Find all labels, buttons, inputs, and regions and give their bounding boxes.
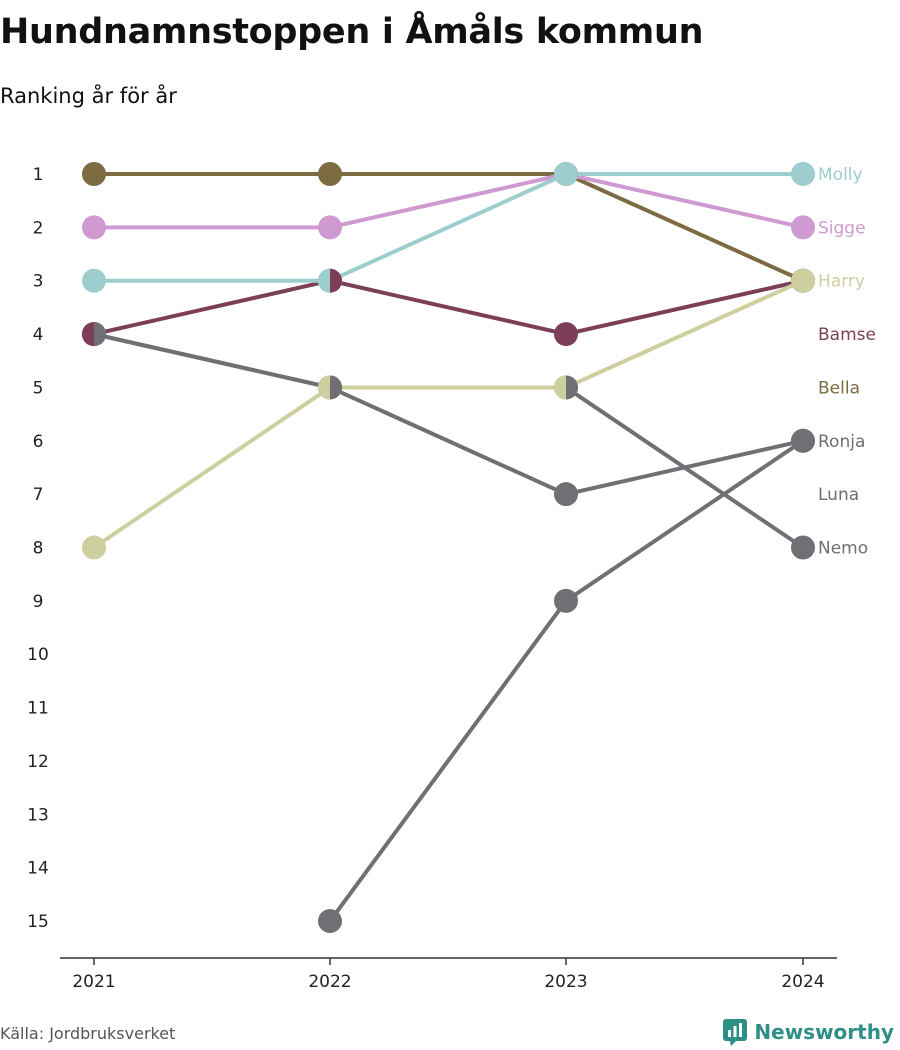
- y-tick-label: 7: [33, 485, 44, 505]
- data-point-ronja: [791, 428, 815, 453]
- data-point-luna: [318, 909, 342, 934]
- data-point-sigge: [318, 215, 342, 240]
- data-point-harry: [82, 535, 106, 560]
- data-point-bamse: [554, 322, 578, 347]
- data-point-ronja: [554, 482, 578, 507]
- series-line-bella: [92, 172, 805, 283]
- split-point-left: [318, 375, 330, 400]
- split-point-left: [82, 322, 94, 347]
- x-tick-label: 2023: [544, 972, 587, 992]
- y-tick-label: 12: [27, 752, 49, 772]
- series-line-bamse: [92, 278, 805, 337]
- x-tick-label: 2024: [781, 972, 824, 992]
- y-tick-label: 5: [33, 378, 44, 398]
- y-tick-label: 15: [27, 912, 49, 932]
- y-tick-label: 9: [33, 592, 44, 612]
- split-point-right: [330, 375, 342, 400]
- y-tick-label: 6: [33, 432, 44, 452]
- x-tick-label: 2022: [308, 972, 351, 992]
- split-point-right: [330, 268, 342, 293]
- y-tick-label: 10: [27, 645, 49, 665]
- series-label-nemo: Nemo: [818, 539, 868, 559]
- newsworthy-logo-icon: [723, 1019, 748, 1046]
- series-line-harry: [92, 278, 805, 550]
- newsworthy-brand[interactable]: Newsworthy: [722, 1018, 894, 1046]
- data-point-nemo: [791, 535, 815, 560]
- series-line-luna: [328, 438, 805, 924]
- series-line-ronja: [92, 332, 805, 497]
- y-tick-label: 4: [33, 325, 44, 345]
- chart-subtitle: Ranking år för år: [0, 84, 177, 108]
- y-tick-label: 11: [27, 699, 49, 719]
- data-point-bella: [82, 162, 106, 186]
- y-tick-label: 3: [33, 272, 44, 292]
- x-tick-label: 2021: [72, 972, 115, 992]
- data-point-harry: [791, 268, 815, 293]
- series-line-molly: [92, 172, 805, 283]
- y-tick-label: 13: [27, 805, 49, 825]
- y-tick-label: 2: [33, 218, 44, 238]
- series-label-molly: Molly: [818, 165, 863, 185]
- split-point-left: [318, 268, 330, 293]
- brand-name: Newsworthy: [754, 1020, 894, 1044]
- series-label-harry: Harry: [818, 272, 865, 292]
- data-point-luna: [554, 588, 578, 613]
- series-label-bamse: Bamse: [818, 325, 876, 345]
- data-point-molly: [554, 162, 578, 186]
- series-label-ronja: Ronja: [818, 432, 865, 452]
- y-tick-label: 1: [33, 165, 44, 185]
- series-line-sigge: [92, 172, 805, 230]
- data-point-bella: [318, 162, 342, 186]
- series-label-bella: Bella: [818, 378, 860, 398]
- split-point-left: [554, 375, 566, 400]
- data-point-sigge: [791, 215, 815, 240]
- y-tick-label: 8: [33, 539, 44, 559]
- source-note: Källa: Jordbruksverket: [0, 1024, 176, 1043]
- series-label-sigge: Sigge: [818, 218, 866, 238]
- data-point-sigge: [82, 215, 106, 240]
- split-point-right: [94, 322, 107, 347]
- chart-title: Hundnamnstoppen i Åmåls kommun: [0, 12, 704, 52]
- y-tick-label: 14: [27, 859, 49, 879]
- data-point-molly: [82, 268, 106, 293]
- split-point-right: [566, 375, 578, 400]
- series-label-luna: Luna: [818, 485, 859, 505]
- data-point-molly: [791, 162, 815, 186]
